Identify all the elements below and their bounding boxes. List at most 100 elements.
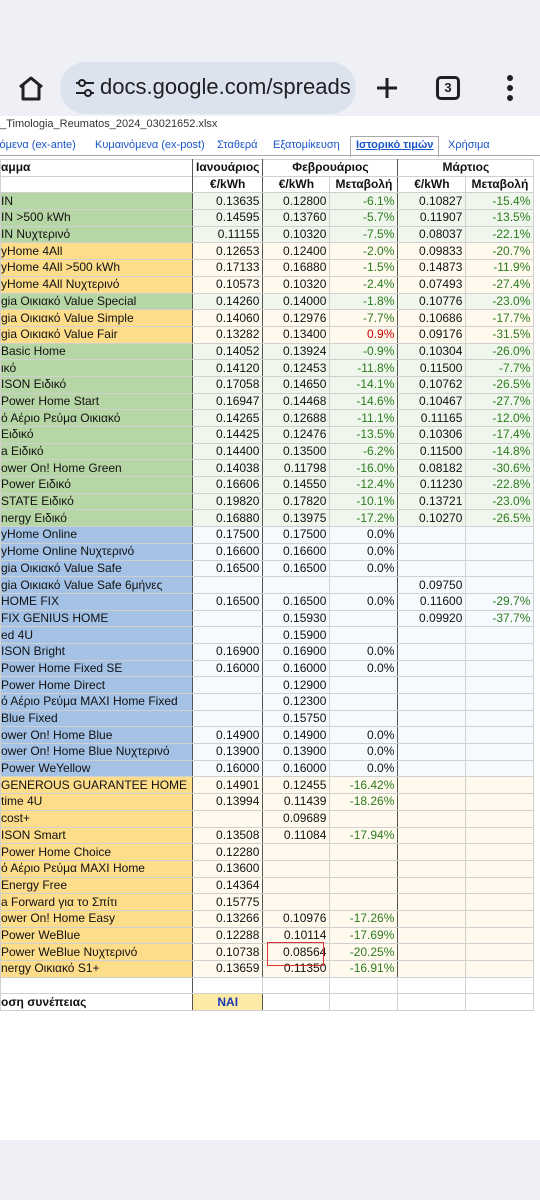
feb-change-cell[interactable]: -12.4%: [329, 476, 399, 494]
mar-price-cell[interactable]: [397, 743, 467, 761]
mar-price-cell[interactable]: 0.14873: [397, 259, 467, 277]
feb-price-cell[interactable]: [262, 893, 331, 911]
mar-change-cell[interactable]: -37.7%: [465, 609, 535, 628]
feb-price-cell[interactable]: 0.16900: [262, 642, 331, 661]
jan-price-cell[interactable]: 0.14595: [191, 209, 264, 227]
mar-change-cell[interactable]: -31.5%: [465, 325, 535, 344]
jan-price-cell[interactable]: 0.11155: [191, 225, 264, 244]
empty-cell[interactable]: [397, 993, 467, 1012]
header-mar-change[interactable]: Μεταβολή: [465, 175, 535, 194]
header-february[interactable]: Φεβρουάριος: [262, 159, 399, 177]
plan-name-cell[interactable]: gia Οικιακό Value Safe: [0, 559, 193, 578]
jan-price-cell[interactable]: 0.12653: [191, 242, 264, 261]
plan-name-cell[interactable]: Power WeBlue Νυχτερινό: [0, 943, 193, 961]
mar-change-cell[interactable]: [465, 709, 535, 728]
mar-price-cell[interactable]: 0.09176: [397, 325, 467, 344]
feb-change-cell[interactable]: [329, 843, 399, 861]
feb-change-cell[interactable]: -1.5%: [329, 259, 399, 277]
mar-change-cell[interactable]: [465, 642, 535, 661]
mar-price-cell[interactable]: [397, 526, 467, 544]
jan-price-cell[interactable]: 0.17058: [191, 375, 264, 394]
jan-price-cell[interactable]: [191, 809, 264, 828]
jan-price-cell[interactable]: 0.13994: [191, 793, 264, 811]
feb-change-cell[interactable]: 0.0%: [329, 659, 399, 678]
feb-price-cell[interactable]: 0.12976: [262, 309, 331, 327]
feb-change-cell[interactable]: -20.25%: [329, 943, 399, 961]
jan-price-cell[interactable]: 0.19820: [191, 492, 264, 511]
mar-change-cell[interactable]: [465, 960, 535, 978]
jan-price-cell[interactable]: 0.14901: [191, 776, 264, 795]
jan-price-cell[interactable]: 0.14260: [191, 292, 264, 311]
feb-change-cell[interactable]: -16.0%: [329, 459, 399, 478]
feb-price-cell[interactable]: 0.12476: [262, 426, 331, 444]
plan-name-cell[interactable]: Blue Fixed: [0, 709, 193, 728]
jan-price-cell[interactable]: 0.16947: [191, 392, 264, 411]
mar-price-cell[interactable]: [397, 676, 467, 694]
mar-change-cell[interactable]: -12.0%: [465, 409, 535, 427]
plan-name-cell[interactable]: time 4U: [0, 793, 193, 811]
mar-change-cell[interactable]: [465, 676, 535, 694]
jan-price-cell[interactable]: 0.17500: [191, 526, 264, 544]
mar-price-cell[interactable]: [397, 726, 467, 745]
feb-change-cell[interactable]: 0.0%: [329, 592, 399, 611]
mar-change-cell[interactable]: -23.0%: [465, 492, 535, 511]
new-tab-button[interactable]: [372, 70, 402, 106]
feb-price-cell[interactable]: 0.16000: [262, 659, 331, 678]
feb-price-cell[interactable]: 0.13975: [262, 509, 331, 528]
feb-price-cell[interactable]: 0.14550: [262, 476, 331, 494]
mar-price-cell[interactable]: 0.10827: [397, 192, 467, 211]
feb-price-cell[interactable]: 0.13400: [262, 325, 331, 344]
plan-name-cell[interactable]: ό Αέριο Ρεύμα Οικιακό: [0, 409, 193, 427]
feb-change-cell[interactable]: -10.1%: [329, 492, 399, 511]
plan-name-cell[interactable]: Power Home Choice: [0, 843, 193, 861]
feb-change-cell[interactable]: -1.8%: [329, 292, 399, 311]
feb-change-cell[interactable]: -18.26%: [329, 793, 399, 811]
home-button[interactable]: [12, 70, 50, 108]
feb-price-cell[interactable]: [262, 876, 331, 895]
sheet-tab[interactable]: Χρήσιμα: [448, 139, 490, 151]
mar-change-cell[interactable]: -20.7%: [465, 242, 535, 261]
jan-price-cell[interactable]: 0.16880: [191, 509, 264, 528]
jan-price-cell[interactable]: [191, 576, 264, 594]
mar-price-cell[interactable]: [397, 793, 467, 811]
feb-change-cell[interactable]: [329, 809, 399, 828]
feb-price-cell[interactable]: 0.12400: [262, 242, 331, 261]
empty-cell[interactable]: [329, 976, 399, 995]
plan-name-cell[interactable]: Energy Free: [0, 876, 193, 895]
plan-name-cell[interactable]: Basic Home: [0, 342, 193, 361]
mar-price-cell[interactable]: 0.11907: [397, 209, 467, 227]
plan-name-cell[interactable]: ό Αέριο Ρεύμα MAXI Home: [0, 859, 193, 878]
header-feb-unit[interactable]: €/kWh: [262, 175, 331, 194]
mar-price-cell[interactable]: [397, 709, 467, 728]
feb-change-cell[interactable]: [329, 626, 399, 644]
mar-price-cell[interactable]: 0.10776: [397, 292, 467, 311]
mar-change-cell[interactable]: -26.5%: [465, 509, 535, 528]
plan-name-cell[interactable]: GENEROUS GUARANTEE HOME: [0, 776, 193, 795]
mar-price-cell[interactable]: [397, 826, 467, 845]
jan-price-cell[interactable]: 0.14425: [191, 426, 264, 444]
plan-name-cell[interactable]: Power WeBlue: [0, 926, 193, 945]
jan-price-cell[interactable]: [191, 626, 264, 644]
feb-change-cell[interactable]: [329, 709, 399, 728]
mar-price-cell[interactable]: [397, 542, 467, 561]
sheet-tab[interactable]: Εξατομίκευση: [273, 139, 340, 151]
feb-change-cell[interactable]: -2.0%: [329, 242, 399, 261]
mar-change-cell[interactable]: [465, 526, 535, 544]
jan-price-cell[interactable]: 0.14060: [191, 309, 264, 327]
jan-price-cell[interactable]: 0.14400: [191, 442, 264, 461]
plan-name-cell[interactable]: ISON Ειδικό: [0, 375, 193, 394]
feb-price-cell[interactable]: [262, 576, 331, 594]
feb-change-cell[interactable]: 0.0%: [329, 726, 399, 745]
jan-price-cell[interactable]: [191, 676, 264, 694]
jan-price-cell[interactable]: 0.13508: [191, 826, 264, 845]
feb-price-cell[interactable]: 0.15930: [262, 609, 331, 628]
jan-price-cell[interactable]: 0.14364: [191, 876, 264, 895]
header-mar-unit[interactable]: €/kWh: [397, 175, 467, 194]
plan-name-cell[interactable]: a Forward για το Σπίτι: [0, 893, 193, 911]
feb-change-cell[interactable]: -11.1%: [329, 409, 399, 427]
jan-price-cell[interactable]: 0.16500: [191, 592, 264, 611]
plan-name-cell[interactable]: a Ειδικό: [0, 442, 193, 461]
feb-price-cell[interactable]: 0.13900: [262, 743, 331, 761]
mar-change-cell[interactable]: [465, 659, 535, 678]
feb-price-cell[interactable]: 0.10114: [262, 926, 331, 945]
